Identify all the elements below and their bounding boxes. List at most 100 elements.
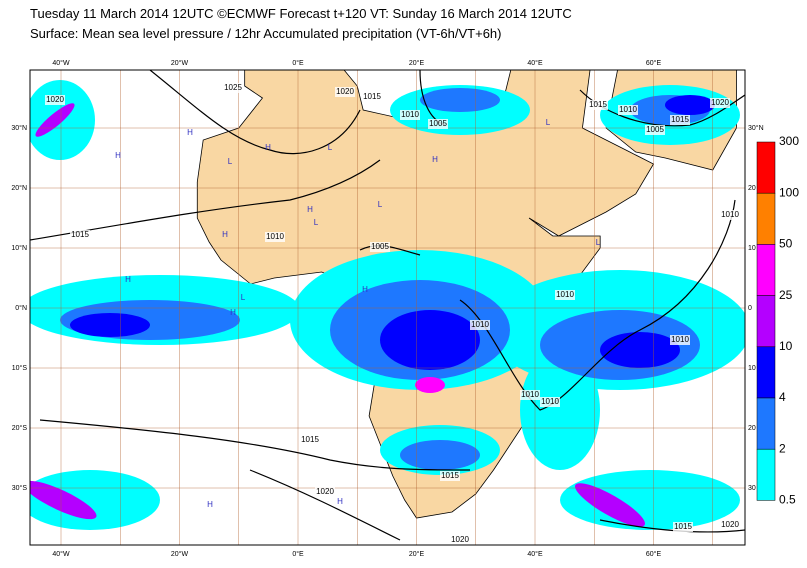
colorbar-label: 300 bbox=[779, 134, 799, 148]
pressure-center: H bbox=[432, 155, 438, 164]
pressure-center: H bbox=[230, 308, 236, 317]
lon-label-top: 40°E bbox=[527, 59, 543, 67]
isobar-label-bg bbox=[645, 125, 665, 135]
pressure-center: L bbox=[228, 157, 233, 166]
map-frame bbox=[29, 69, 746, 546]
lat-label-left: 10°N bbox=[11, 244, 27, 252]
lon-label-bottom: 20°W bbox=[171, 550, 189, 558]
isobar-label-bg bbox=[370, 242, 390, 252]
pressure-center: H bbox=[265, 143, 271, 152]
isobar-label: 1010 bbox=[556, 290, 574, 299]
isobar-label-bg bbox=[618, 105, 638, 115]
isobar-label: 1010 bbox=[541, 397, 559, 406]
pressure-center: H bbox=[187, 128, 193, 137]
isobar-label: 1015 bbox=[301, 435, 319, 444]
isobar-label: 1025 bbox=[224, 83, 242, 92]
colorbar-label: 0.5 bbox=[779, 493, 796, 507]
pressure-center: H bbox=[337, 497, 343, 506]
isobar-label-bg bbox=[265, 232, 285, 242]
isobar-label-bg bbox=[720, 520, 740, 530]
isobar-label-bg bbox=[588, 100, 608, 110]
pressure-center: H bbox=[222, 230, 228, 239]
graticule bbox=[30, 70, 745, 545]
header-line1: Tuesday 11 March 2014 12UTC ©ECMWF Forec… bbox=[30, 6, 572, 21]
map-area: 1020 1025 1020 1015 1010 1005 1015 1010 1005 1015… bbox=[30, 70, 745, 545]
isobar-label-bg bbox=[315, 487, 335, 497]
isobar-label: 1020 bbox=[451, 535, 469, 544]
isobar-label-bg bbox=[45, 95, 65, 105]
pressure-center: H bbox=[207, 500, 213, 509]
pressure-center: L bbox=[241, 293, 246, 302]
isobar-label: 1020 bbox=[316, 487, 334, 496]
isobar-label-bg bbox=[223, 83, 243, 93]
header-line2: Surface: Mean sea level pressure / 12hr … bbox=[30, 26, 502, 41]
lon-label-top: 60°E bbox=[646, 59, 662, 67]
lon-label-bottom: 0°E bbox=[292, 550, 304, 558]
isobar-label-bg bbox=[70, 230, 90, 240]
lat-label-right: 30°N bbox=[748, 124, 764, 132]
pressure-center: L bbox=[378, 200, 383, 209]
isobar-label: 1015 bbox=[589, 100, 607, 109]
isobar-label-bg bbox=[440, 471, 460, 481]
isobar-label: 1005 bbox=[429, 119, 447, 128]
isobar-label-bg bbox=[362, 92, 382, 102]
lat-label-left: 20°S bbox=[12, 424, 28, 432]
colorbar-segment bbox=[756, 295, 776, 348]
isobar-label: 1020 bbox=[711, 98, 729, 107]
lat-label-right: 0 bbox=[748, 305, 752, 312]
isobar-label: 1010 bbox=[619, 105, 637, 114]
isobar-label: 1010 bbox=[471, 320, 489, 329]
isobar-label: 1020 bbox=[336, 87, 354, 96]
lon-label-top: 0°E bbox=[292, 59, 304, 67]
isobar-label-bg bbox=[300, 435, 320, 445]
isobar-label-bg bbox=[400, 110, 420, 120]
lat-label-right: 10 bbox=[748, 365, 756, 372]
isobar-label-bg bbox=[555, 290, 575, 300]
lat-label-right: 20 bbox=[748, 425, 756, 432]
isobar-label: 1010 bbox=[671, 335, 689, 344]
pressure-center: H bbox=[125, 275, 131, 284]
isobar-label: 1010 bbox=[521, 390, 539, 399]
colorbar-label: 4 bbox=[779, 390, 786, 404]
lon-label-bottom: 40°W bbox=[52, 550, 70, 558]
colorbar-segment bbox=[756, 244, 776, 296]
isobar-label-bg bbox=[540, 397, 560, 407]
isobar-labels: 1020 1025 1020 1015 1010 1005 1015 1010 1005 1015… bbox=[45, 83, 740, 545]
pressure-center: L bbox=[596, 238, 601, 247]
isobar-label-bg bbox=[470, 320, 490, 330]
lon-label-top: 20°E bbox=[409, 59, 425, 67]
lon-label-bottom: 40°E bbox=[527, 550, 543, 558]
isobar-label: 1015 bbox=[441, 471, 459, 480]
precipitation bbox=[30, 80, 745, 530]
pressure-center: L bbox=[328, 143, 333, 152]
colorbar-label: 10 bbox=[779, 339, 793, 353]
colorbar-segment bbox=[756, 448, 776, 501]
isobar-label-bg bbox=[710, 98, 730, 108]
isobar-label-bg bbox=[520, 390, 540, 400]
lon-label-bottom: 20°E bbox=[409, 550, 425, 558]
isobar-label-bg bbox=[428, 119, 448, 129]
pressure-center: L bbox=[546, 118, 551, 127]
isobar-label: 1005 bbox=[371, 242, 389, 251]
isobar-label-bg bbox=[670, 335, 690, 345]
colorbar-label: 50 bbox=[779, 237, 793, 251]
isobar-label: 1010 bbox=[266, 232, 284, 241]
isobar-label: 1015 bbox=[671, 115, 689, 124]
isobar-label: 1010 bbox=[401, 110, 419, 119]
lon-label-top: 20°W bbox=[171, 59, 189, 67]
isobar-label-bg bbox=[720, 210, 740, 220]
isobar-label: 1015 bbox=[674, 522, 692, 531]
colorbar-label: 25 bbox=[779, 288, 793, 302]
colorbar-segment bbox=[756, 346, 776, 399]
isobar-label-bg bbox=[673, 522, 693, 532]
colorbar-segment bbox=[756, 397, 776, 450]
pressure-center: H bbox=[115, 151, 121, 160]
colorbar: 300 100 50 25 10 4 2 0.5 bbox=[756, 134, 799, 507]
isobar-label: 1015 bbox=[71, 230, 89, 239]
pressure-center: H bbox=[362, 285, 368, 294]
isobar-label-bg bbox=[335, 87, 355, 97]
lat-label-right: 20 bbox=[748, 185, 756, 192]
lat-label-left: 30°N bbox=[11, 124, 27, 132]
